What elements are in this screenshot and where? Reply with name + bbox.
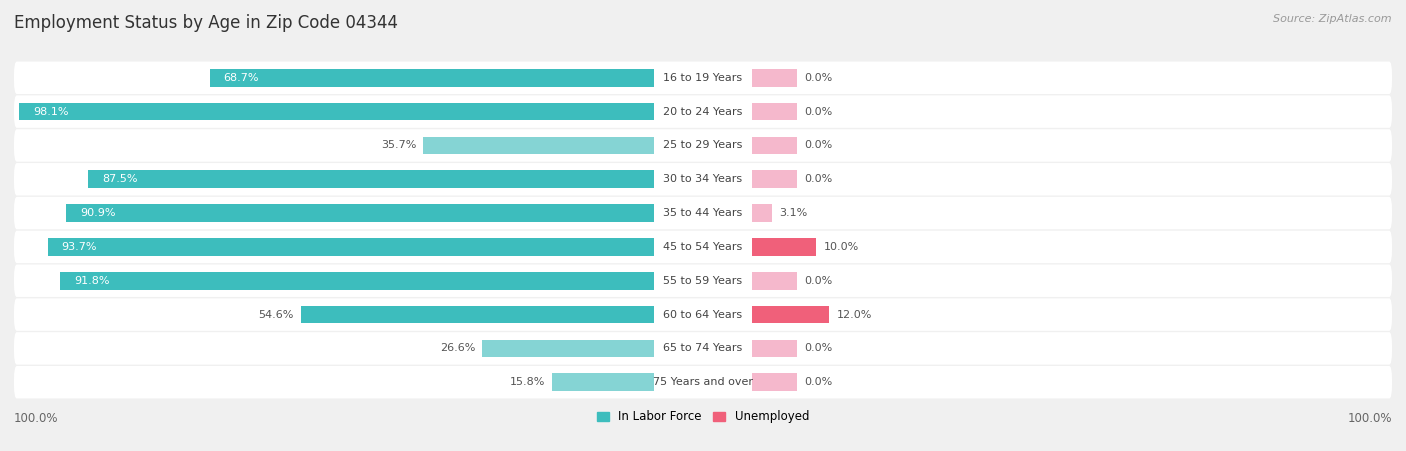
Text: 55 to 59 Years: 55 to 59 Years xyxy=(664,276,742,286)
Bar xyxy=(752,238,817,256)
Text: Employment Status by Age in Zip Code 04344: Employment Status by Age in Zip Code 043… xyxy=(14,14,398,32)
Text: 0.0%: 0.0% xyxy=(804,377,832,387)
Text: 93.7%: 93.7% xyxy=(62,242,97,252)
Text: 98.1%: 98.1% xyxy=(34,106,69,117)
Text: 12.0%: 12.0% xyxy=(837,309,872,320)
Bar xyxy=(48,238,654,256)
Text: 25 to 29 Years: 25 to 29 Years xyxy=(664,140,742,151)
Bar xyxy=(553,373,654,391)
Bar xyxy=(752,170,797,188)
Text: 65 to 74 Years: 65 to 74 Years xyxy=(664,343,742,354)
Legend: In Labor Force, Unemployed: In Labor Force, Unemployed xyxy=(592,406,814,428)
Text: 35.7%: 35.7% xyxy=(381,140,416,151)
Bar xyxy=(752,306,830,323)
Text: 60 to 64 Years: 60 to 64 Years xyxy=(664,309,742,320)
Text: 54.6%: 54.6% xyxy=(259,309,294,320)
Bar xyxy=(89,170,654,188)
FancyBboxPatch shape xyxy=(14,299,1392,331)
FancyBboxPatch shape xyxy=(14,264,1392,297)
Text: 0.0%: 0.0% xyxy=(804,106,832,117)
Text: 87.5%: 87.5% xyxy=(101,174,138,184)
Text: 0.0%: 0.0% xyxy=(804,343,832,354)
Text: 45 to 54 Years: 45 to 54 Years xyxy=(664,242,742,252)
Bar xyxy=(752,69,797,87)
Text: 0.0%: 0.0% xyxy=(804,140,832,151)
Bar xyxy=(482,340,654,357)
Text: 26.6%: 26.6% xyxy=(440,343,475,354)
Bar xyxy=(301,306,654,323)
Text: 16 to 19 Years: 16 to 19 Years xyxy=(664,73,742,83)
Bar xyxy=(752,137,797,154)
Bar xyxy=(60,272,654,290)
FancyBboxPatch shape xyxy=(14,231,1392,263)
Bar xyxy=(423,137,654,154)
Text: 91.8%: 91.8% xyxy=(75,276,110,286)
Text: 0.0%: 0.0% xyxy=(804,73,832,83)
Text: 0.0%: 0.0% xyxy=(804,174,832,184)
Text: 100.0%: 100.0% xyxy=(1347,412,1392,425)
Text: 3.1%: 3.1% xyxy=(779,208,807,218)
Text: 90.9%: 90.9% xyxy=(80,208,115,218)
Text: 20 to 24 Years: 20 to 24 Years xyxy=(664,106,742,117)
Text: 10.0%: 10.0% xyxy=(824,242,859,252)
FancyBboxPatch shape xyxy=(14,61,1392,94)
Text: 0.0%: 0.0% xyxy=(804,276,832,286)
Text: 35 to 44 Years: 35 to 44 Years xyxy=(664,208,742,218)
Text: 15.8%: 15.8% xyxy=(510,377,546,387)
Text: 75 Years and over: 75 Years and over xyxy=(652,377,754,387)
Text: 68.7%: 68.7% xyxy=(224,73,259,83)
Bar xyxy=(66,204,654,222)
Bar xyxy=(752,272,797,290)
FancyBboxPatch shape xyxy=(14,366,1392,399)
FancyBboxPatch shape xyxy=(14,129,1392,161)
Bar xyxy=(209,69,654,87)
FancyBboxPatch shape xyxy=(14,197,1392,229)
Bar xyxy=(752,373,797,391)
Text: 30 to 34 Years: 30 to 34 Years xyxy=(664,174,742,184)
Text: 100.0%: 100.0% xyxy=(14,412,59,425)
FancyBboxPatch shape xyxy=(14,163,1392,195)
Text: Source: ZipAtlas.com: Source: ZipAtlas.com xyxy=(1274,14,1392,23)
Bar xyxy=(752,103,797,120)
Bar xyxy=(752,204,772,222)
FancyBboxPatch shape xyxy=(14,332,1392,365)
Bar xyxy=(752,340,797,357)
Bar xyxy=(20,103,654,120)
FancyBboxPatch shape xyxy=(14,95,1392,128)
